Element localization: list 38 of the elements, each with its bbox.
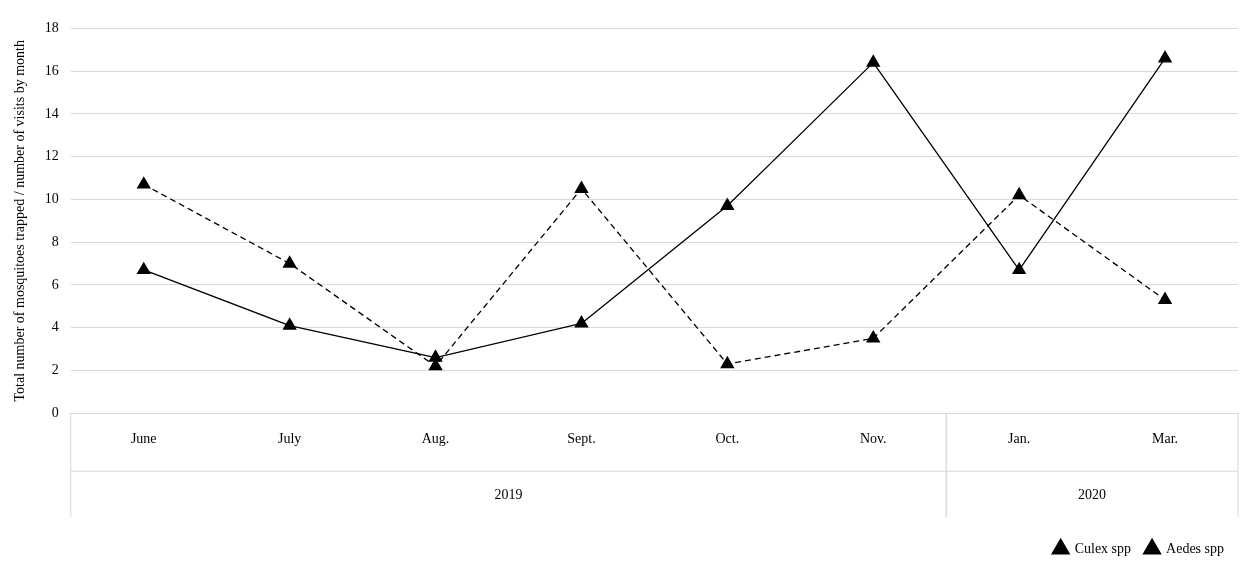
point [574, 315, 589, 328]
point [1158, 292, 1172, 305]
x-tick-label: Sept. [567, 431, 596, 447]
point [866, 330, 880, 343]
y-tick-label: 12 [44, 148, 59, 164]
point [137, 262, 151, 275]
y-tick-label: 10 [44, 191, 59, 207]
y-tick-label: 14 [44, 105, 59, 121]
x-tick-label: Mar. [1152, 431, 1179, 447]
x-tick-label: Nov. [859, 431, 887, 447]
y-tick-label: 16 [44, 62, 59, 78]
x-tick-label: July [277, 431, 302, 447]
legend-label: Aedes spp [1166, 540, 1224, 556]
point [1012, 262, 1026, 275]
point [1158, 50, 1172, 63]
x-tick-label: Aug. [421, 431, 450, 447]
point [866, 54, 880, 67]
point [574, 181, 589, 193]
y-tick-label: 18 [44, 20, 59, 36]
text: 2019 [494, 486, 523, 502]
point [720, 198, 735, 210]
x-tick-label: June [130, 431, 157, 447]
text: 2020 [1078, 486, 1107, 502]
y-axis-title: Total number of mosquitoes trapped / number of visits by month [12, 40, 28, 402]
y-tick-label: 8 [51, 233, 59, 249]
point [282, 317, 297, 330]
y-tick-label: 2 [51, 362, 59, 378]
point [1012, 187, 1026, 200]
legend-label: Culex spp [1074, 540, 1132, 556]
y-tick-label: 0 [51, 404, 59, 420]
y-tick-label: 4 [51, 319, 59, 335]
y-tick-label: 6 [51, 276, 59, 292]
x-tick-label: Oct. [715, 431, 740, 447]
point [428, 349, 443, 362]
x-tick-label: Jan. [1008, 431, 1031, 447]
point [282, 255, 297, 268]
point [720, 356, 735, 369]
point [137, 176, 151, 189]
